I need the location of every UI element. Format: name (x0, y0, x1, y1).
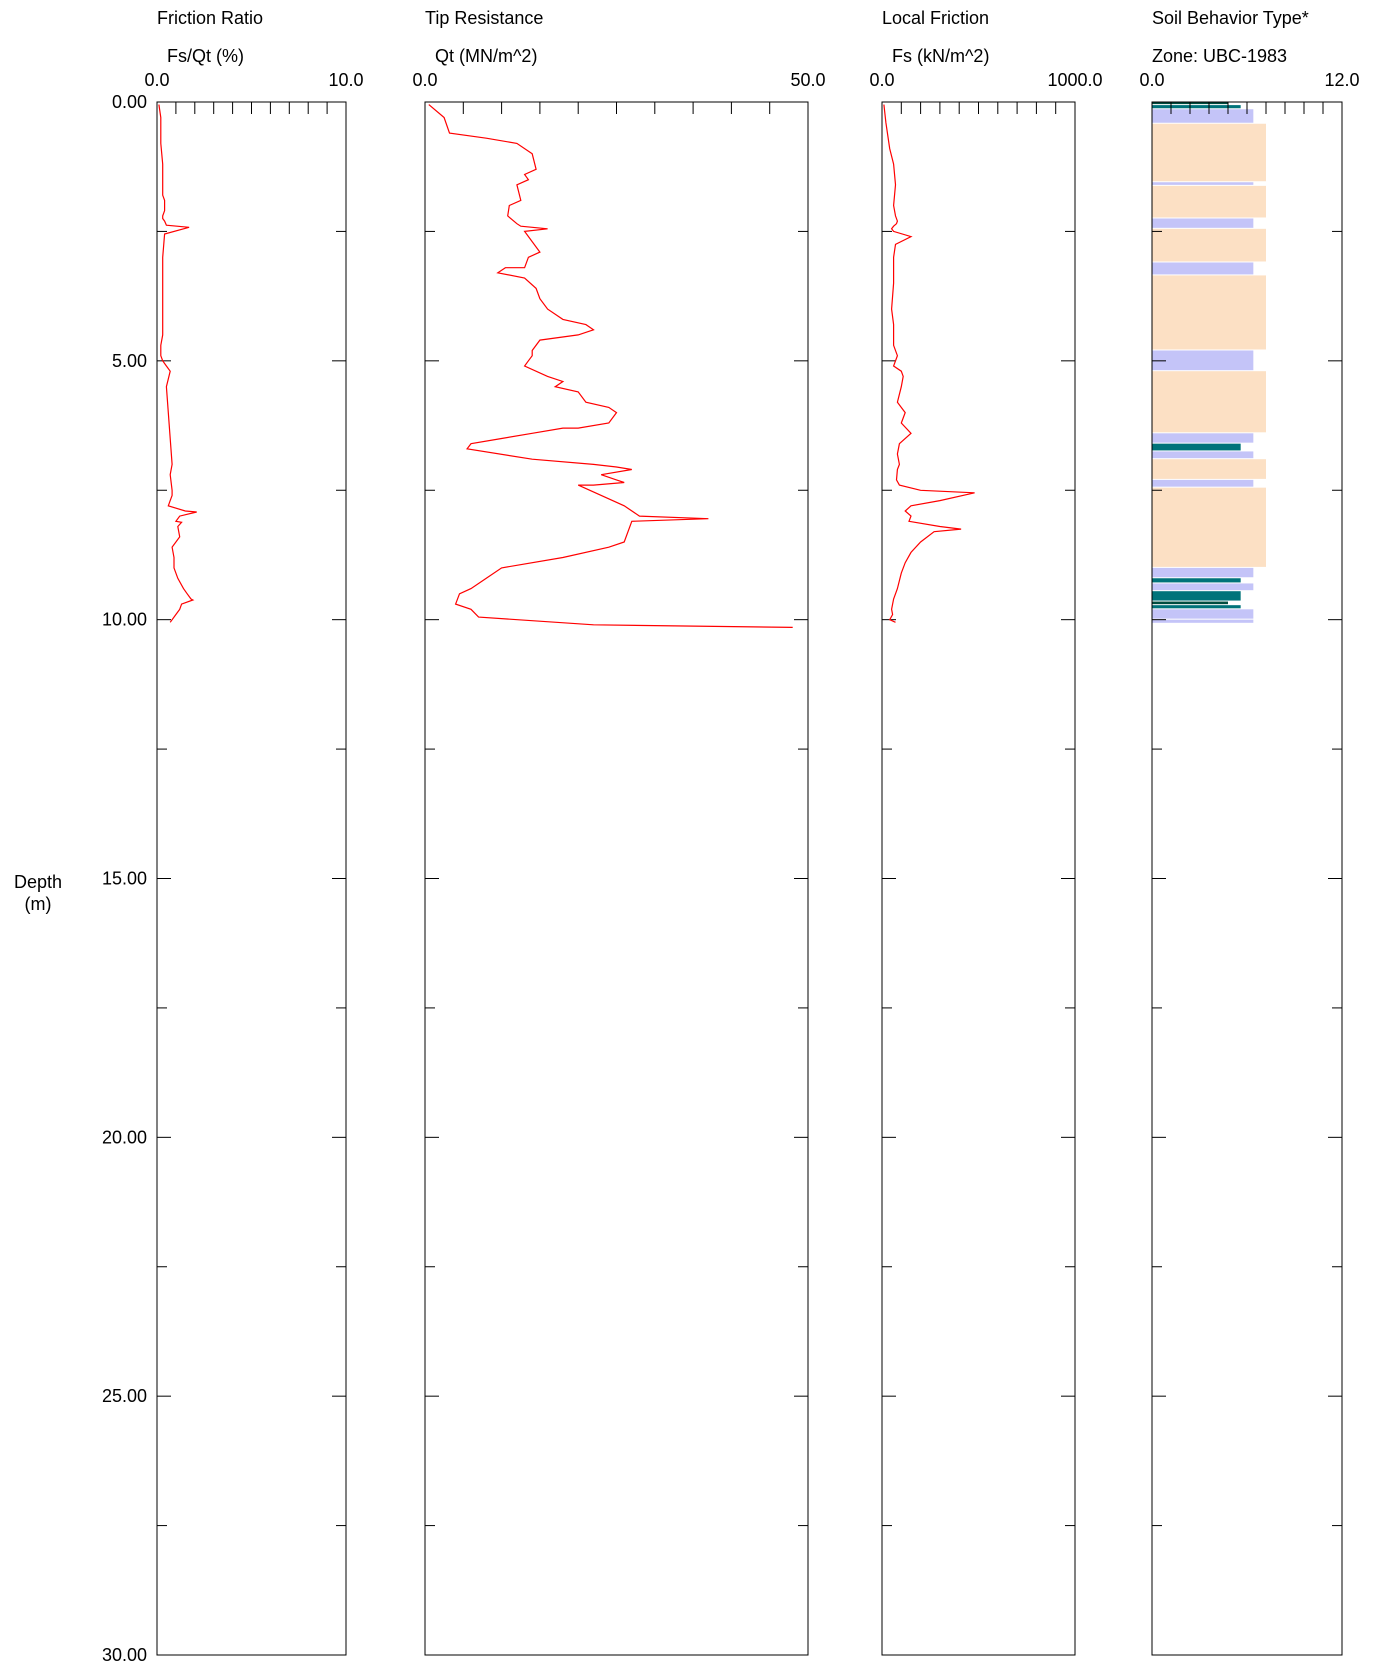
panel-title: Local Friction (882, 8, 989, 28)
x-tick-label-max: 12.0 (1324, 70, 1359, 90)
soil-zone-bar (1152, 109, 1254, 123)
soil-zone-bar (1152, 487, 1266, 567)
soil-zone-bar (1152, 609, 1254, 619)
soil-zone-bar (1152, 583, 1254, 591)
depth-axis-label-line1: Depth (14, 872, 62, 892)
panel-subtitle: Fs (kN/m^2) (892, 46, 989, 66)
panel-title: Friction Ratio (157, 8, 263, 28)
soil-zone-bar (1152, 451, 1254, 459)
soil-zone-bar (1152, 578, 1241, 583)
depth-tick-label: 30.00 (102, 1645, 147, 1661)
soil-zone-bar (1152, 275, 1266, 350)
depth-tick-label: 10.00 (102, 610, 147, 630)
panel-subtitle: Zone: UBC-1983 (1152, 46, 1287, 66)
soil-zone-bar (1152, 601, 1228, 605)
x-tick-label-min: 0.0 (869, 70, 894, 90)
panel-3: Local Friction Fs (kN/m^2) 0.0 1000.0 (869, 8, 1103, 1656)
soil-zone-bar (1152, 371, 1266, 433)
panel-subtitle: Qt (MN/m^2) (435, 46, 537, 66)
x-tick-label-max: 10.0 (328, 70, 363, 90)
x-tick-label-min: 0.0 (144, 70, 169, 90)
panel-subtitle: Fs/Qt (%) (167, 46, 244, 66)
x-tick-label-min: 0.0 (1139, 70, 1164, 90)
soil-zone-bar (1152, 123, 1266, 182)
soil-zone-bar (1152, 182, 1254, 185)
depth-tick-label: 20.00 (102, 1127, 147, 1147)
soil-zone-bar (1152, 443, 1241, 451)
panel-1: Friction Ratio Fs/Qt (%) 0.0 10.0 (144, 8, 364, 1656)
depth-axis-label-line2: (m) (25, 894, 52, 914)
data-series-line (883, 104, 975, 623)
data-series-line (428, 104, 793, 628)
soil-zone-bar (1152, 567, 1254, 578)
soil-zone-bar (1152, 228, 1266, 262)
soil-zone-bar (1152, 218, 1254, 228)
panel-title: Tip Resistance (425, 8, 543, 28)
depth-axis: 0.00 5.00 10.00 15.00 20.00 25.00 30.00 (102, 92, 147, 1661)
panel-frame (424, 101, 809, 1656)
soil-zone-bar (1152, 591, 1241, 601)
x-tick-label-max: 50.0 (790, 70, 825, 90)
soil-zone-bar (1152, 350, 1254, 371)
soil-zone-bar (1152, 459, 1266, 479)
depth-tick-label: 5.00 (112, 351, 147, 371)
depth-tick-label: 25.00 (102, 1386, 147, 1406)
soil-zone-bar (1152, 185, 1266, 218)
panel-title: Soil Behavior Type* (1152, 8, 1309, 28)
soil-zone-bar (1152, 262, 1254, 275)
x-tick-label-max: 1000.0 (1047, 70, 1102, 90)
depth-tick-label: 0.00 (112, 92, 147, 112)
soil-zone-bar (1152, 619, 1254, 623)
x-tick-label-min: 0.0 (412, 70, 437, 90)
soil-zone-bar (1152, 105, 1241, 109)
data-series-line (158, 104, 197, 623)
soil-zone-bar (1152, 433, 1254, 443)
soil-zone-bar (1152, 479, 1254, 487)
panel-frame (156, 101, 347, 1656)
chart-panels: Friction Ratio Fs/Qt (%) 0.0 10.0 Tip Resist… (144, 8, 1360, 1656)
panel-2: Tip Resistance Qt (MN/m^2) 0.0 50.0 (412, 8, 826, 1656)
depth-tick-label: 15.00 (102, 869, 147, 889)
soil-zone-bar (1152, 605, 1241, 609)
panel-frame (881, 101, 1076, 1656)
panel-4: Soil Behavior Type* Zone: UBC-1983 0.0 12.0 (1139, 8, 1360, 1656)
